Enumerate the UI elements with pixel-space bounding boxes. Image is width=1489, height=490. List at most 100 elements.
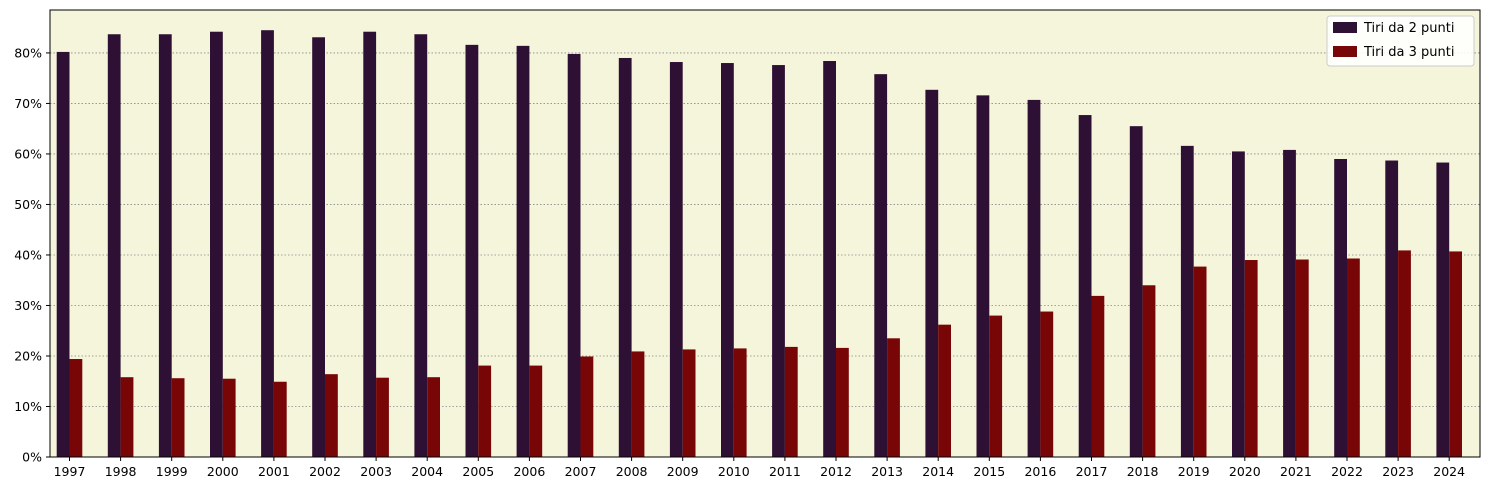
bar-3pt <box>784 346 798 457</box>
bar-2pt <box>823 61 836 458</box>
bar-2pt <box>312 37 325 458</box>
x-tick-label: 1999 <box>156 464 188 479</box>
bar-2pt <box>1078 115 1092 458</box>
bar-3pt <box>529 365 543 457</box>
bar-2pt <box>1180 145 1194 457</box>
bar-3pt <box>273 381 287 457</box>
bar-3pt <box>1347 258 1360 457</box>
x-tick-label: 2016 <box>1024 464 1056 479</box>
bar-3pt <box>69 359 83 457</box>
x-tick-label: 2007 <box>565 464 597 479</box>
x-tick-label: 2021 <box>1280 464 1312 479</box>
legend-label-2pt: Tiri da 2 punti <box>1363 21 1454 36</box>
x-tick-label: 2019 <box>1178 464 1210 479</box>
bar-2pt <box>1129 126 1143 457</box>
x-tick-label: 2002 <box>309 464 341 479</box>
bar-3pt <box>222 378 236 457</box>
x-tick-label: 2008 <box>616 464 648 479</box>
y-tick-label: 50% <box>14 197 42 212</box>
bars <box>56 30 1462 458</box>
x-tick-label: 1998 <box>105 464 137 479</box>
bar-2pt <box>1027 99 1041 457</box>
bar-3pt <box>1398 250 1411 457</box>
x-axis: 1997 1998 1999 2000 2001 2002 2003 2004 2005 2006… <box>54 457 1465 479</box>
grid-lines <box>50 52 1480 407</box>
bar-2pt <box>721 63 734 457</box>
bar-3pt <box>120 377 134 457</box>
x-tick-label: 2004 <box>411 464 443 479</box>
x-tick-label: 2009 <box>667 464 699 479</box>
y-axis: 0% 10% 20% 30% 40% 50% 60% 70% 80% <box>14 45 50 465</box>
x-tick-label: 2015 <box>973 464 1005 479</box>
bar-2pt <box>158 34 172 457</box>
y-tick-label: 80% <box>14 45 42 60</box>
y-tick-label: 30% <box>14 298 42 313</box>
x-tick-label: 2000 <box>207 464 239 479</box>
bar-3pt <box>938 324 951 457</box>
x-tick-label: 2020 <box>1229 464 1261 479</box>
legend-box <box>1326 15 1475 67</box>
bar-2pt <box>772 65 785 458</box>
bar-2pt <box>567 53 581 457</box>
y-tick-label: 0% <box>22 450 42 465</box>
x-tick-label: 1997 <box>54 464 86 479</box>
bar-3pt <box>325 374 338 457</box>
x-tick-label: 2001 <box>258 464 290 479</box>
x-tick-label: 2005 <box>462 464 494 479</box>
bar-2pt <box>516 45 530 457</box>
x-tick-label: 2014 <box>922 464 954 479</box>
legend-label-3pt: Tiri da 3 punti <box>1363 45 1454 60</box>
y-tick-label: 70% <box>14 96 42 111</box>
bar-3pt <box>631 351 645 457</box>
x-tick-label: 2024 <box>1433 464 1465 479</box>
x-tick-label: 2012 <box>820 464 852 479</box>
bar-2pt <box>107 34 121 457</box>
x-tick-label: 2018 <box>1127 464 1159 479</box>
y-tick-label: 40% <box>14 247 42 262</box>
bar-2pt <box>1232 151 1245 458</box>
y-tick-label: 60% <box>14 146 42 161</box>
bar-3pt <box>580 356 594 457</box>
legend-swatch-3pt <box>1333 46 1357 57</box>
bar-2pt <box>618 57 632 457</box>
x-tick-label: 2023 <box>1382 464 1414 479</box>
x-tick-label: 2022 <box>1331 464 1363 479</box>
bar-3pt <box>376 377 389 457</box>
y-tick-label: 10% <box>14 399 42 414</box>
bar-2pt <box>261 30 274 457</box>
bar-2pt <box>1385 160 1399 457</box>
bar-2pt <box>669 62 683 457</box>
bar-3pt <box>1449 251 1462 457</box>
bar-2pt <box>414 34 428 457</box>
legend-swatch-2pt <box>1333 22 1357 33</box>
bar-2pt <box>874 74 888 458</box>
bar-2pt <box>1334 159 1347 457</box>
x-tick-label: 2003 <box>360 464 392 479</box>
plot-frame <box>49 9 1481 458</box>
bar-3pt <box>887 338 900 457</box>
x-tick-label: 2013 <box>871 464 903 479</box>
bar-2pt <box>56 51 70 458</box>
bar-2pt <box>465 44 479 457</box>
bar-2pt <box>976 95 990 458</box>
bar-2pt <box>1436 162 1450 458</box>
bar-3pt <box>1040 311 1054 457</box>
bar-2pt <box>1283 149 1296 457</box>
bar-2pt <box>363 31 377 458</box>
x-tick-label: 2010 <box>718 464 750 479</box>
x-tick-label: 2006 <box>513 464 545 479</box>
bar-3pt <box>427 377 440 457</box>
y-tick-label: 20% <box>14 348 42 363</box>
bar-3pt <box>1142 285 1156 457</box>
bar-3pt <box>1244 260 1258 457</box>
x-tick-label: 2011 <box>769 464 801 479</box>
bar-3pt <box>1193 266 1207 457</box>
bar-3pt <box>171 378 185 457</box>
bar-3pt <box>733 348 747 457</box>
x-tick-label: 2017 <box>1076 464 1108 479</box>
bar-3pt <box>1295 259 1309 457</box>
bar-3pt <box>836 347 849 457</box>
bar-2pt <box>925 89 939 457</box>
bar-2pt <box>210 31 223 458</box>
